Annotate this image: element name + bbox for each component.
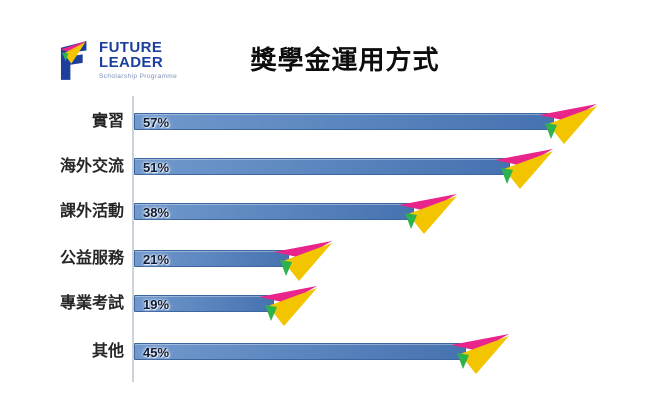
percent-label: 45% [143, 345, 170, 360]
logo-name-line1: FUTURE [99, 39, 163, 56]
paper-plane-icon [495, 149, 553, 189]
percent-label: 57% [143, 115, 170, 130]
chart-row: 實習 57% [0, 104, 665, 144]
chart-row: 專業考試 19% [0, 286, 665, 326]
paper-plane-icon [259, 286, 317, 326]
bar: 45% [134, 343, 466, 360]
category-label: 專業考試 [59, 295, 124, 312]
category-label: 海外交流 [59, 158, 124, 175]
chart-row: 海外交流 51% [0, 149, 665, 189]
future-leader-logo-text: FUTURE LEADER Scholarship Programme [99, 40, 177, 80]
chart-row: 其他 45% [0, 334, 665, 374]
bar: 38% [134, 203, 414, 220]
axis-line [132, 96, 134, 382]
logo-subtitle: Scholarship Programme [99, 73, 178, 80]
bar: 19% [134, 295, 274, 312]
paper-plane-icon [399, 194, 457, 234]
paper-plane-icon [451, 334, 509, 374]
category-label: 實習 [91, 113, 124, 130]
percent-label: 51% [143, 160, 170, 175]
chart-title: 獎學金運用方式 [250, 45, 440, 75]
logo-name-line2: LEADER [99, 54, 164, 71]
future-leader-logo: FUTURE LEADER Scholarship Programme [60, 40, 177, 80]
bar-chart: 實習 57% 海外交流 51% 課外活動 38% [0, 96, 665, 397]
percent-label: 19% [143, 297, 170, 312]
category-label: 課外活動 [59, 203, 124, 220]
bar: 57% [134, 113, 554, 130]
category-label: 公益服務 [59, 250, 124, 267]
percent-label: 38% [143, 205, 170, 220]
percent-label: 21% [143, 252, 170, 267]
bar: 21% [134, 250, 289, 267]
chart-row: 課外活動 38% [0, 194, 665, 234]
category-label: 其他 [91, 343, 124, 360]
chart-row: 公益服務 21% [0, 241, 665, 281]
future-leader-logo-icon [60, 41, 87, 80]
bar: 51% [134, 158, 510, 175]
paper-plane-icon [539, 104, 597, 144]
paper-plane-icon [274, 241, 332, 281]
